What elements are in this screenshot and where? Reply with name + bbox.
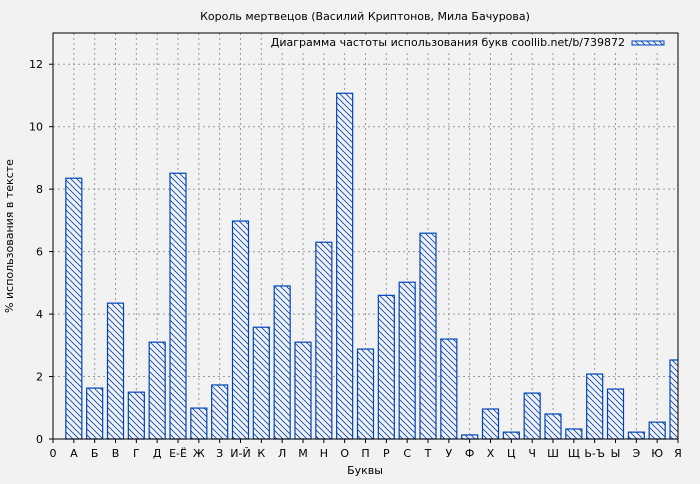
x-tick-label: Б [91, 447, 99, 460]
bar-И-Й [231, 220, 250, 440]
bar-З [211, 384, 229, 440]
x-tick-label: Л [278, 447, 286, 460]
bar-Н [315, 241, 333, 440]
bars [65, 92, 678, 440]
bar-Л [273, 285, 291, 440]
bar-Ы [606, 388, 625, 440]
bar-Э [627, 431, 645, 440]
x-tick-label: Ж [193, 447, 205, 460]
y-tick-label: 12 [29, 58, 43, 71]
x-tick-label: Ю [651, 447, 663, 460]
x-tick-label: Х [487, 447, 495, 460]
bar-А [65, 177, 83, 440]
x-axis-label: Буквы [347, 464, 383, 477]
legend-swatch [631, 40, 665, 46]
y-ticks: 0 2 4 6 8 10 12 [29, 58, 53, 446]
bar-Б [86, 387, 104, 440]
x-tick-label: М [298, 447, 308, 460]
bar-Е-Ё [169, 172, 187, 440]
x-tick-label: И-Й [230, 447, 250, 460]
x-tick-label: Э [632, 447, 640, 460]
bar-Т [419, 232, 437, 440]
bar-У [440, 338, 458, 440]
x-tick-label: Ф [465, 447, 474, 460]
legend: Диаграмма частоты использования букв coo… [271, 35, 674, 50]
x-tick-label: Я [674, 447, 682, 460]
bar-В [106, 302, 125, 440]
bar-П [356, 348, 375, 440]
x-tick-label: Ц [507, 447, 516, 460]
x-tick-label: Щ [568, 447, 580, 460]
bar-Х [481, 408, 500, 440]
bar-О [336, 92, 354, 440]
x-tick-label: Ы [611, 447, 621, 460]
x-tick-label: П [361, 447, 369, 460]
y-tick-label: 2 [36, 371, 43, 384]
bar-Я [669, 359, 678, 440]
bar-М [294, 341, 312, 440]
bar-Ь-Ъ [586, 373, 604, 440]
x-tick-label: А [70, 447, 78, 460]
y-tick-label: 10 [29, 121, 43, 134]
bar-Г [127, 391, 145, 440]
x-tick-label: Т [424, 447, 432, 460]
x-tick-label: 0 [50, 447, 57, 460]
x-ticks: 0 А Б В Г Д Е-Ё Ж З И-Й К Л М Н О П Р С Т У Ф Х Ц Ч Ш Щ Ь-Ъ Ы Э Ю Я [50, 439, 682, 460]
bar-К [252, 326, 270, 440]
x-tick-label: В [112, 447, 120, 460]
y-tick-label: 8 [36, 183, 43, 196]
x-tick-label: Р [383, 447, 390, 460]
bar-Д [148, 341, 166, 440]
x-tick-label: К [257, 447, 265, 460]
bar-Ш [544, 413, 562, 440]
legend-label: Диаграмма частоты использования букв coo… [271, 36, 625, 49]
x-tick-label: О [340, 447, 349, 460]
x-tick-label: Ч [528, 447, 536, 460]
y-tick-label: 6 [36, 246, 43, 259]
y-tick-label: 4 [36, 308, 43, 321]
bar-Ц [502, 431, 520, 440]
x-tick-label: Ш [547, 447, 559, 460]
bar-Щ [565, 428, 583, 440]
x-tick-label: Г [133, 447, 140, 460]
x-tick-label: С [403, 447, 411, 460]
chart-title: Король мертвецов (Василий Криптонов, Мил… [200, 10, 530, 23]
x-tick-label: У [445, 447, 452, 460]
y-tick-label: 0 [36, 433, 43, 446]
x-tick-label: Н [320, 447, 328, 460]
x-tick-label: Д [153, 447, 162, 460]
x-tick-label: З [216, 447, 223, 460]
bar-Ч [523, 392, 541, 440]
bar-Р [377, 294, 395, 440]
grid [53, 33, 678, 439]
bar-Ж [190, 407, 208, 440]
bar-С [398, 281, 416, 440]
bar-Ф [461, 434, 479, 440]
x-tick-label: Ь-Ъ [584, 447, 605, 460]
x-tick-label: Е-Ё [169, 447, 187, 460]
y-axis-label: % использования в тексте [3, 159, 16, 313]
bar-Ю [648, 421, 666, 440]
